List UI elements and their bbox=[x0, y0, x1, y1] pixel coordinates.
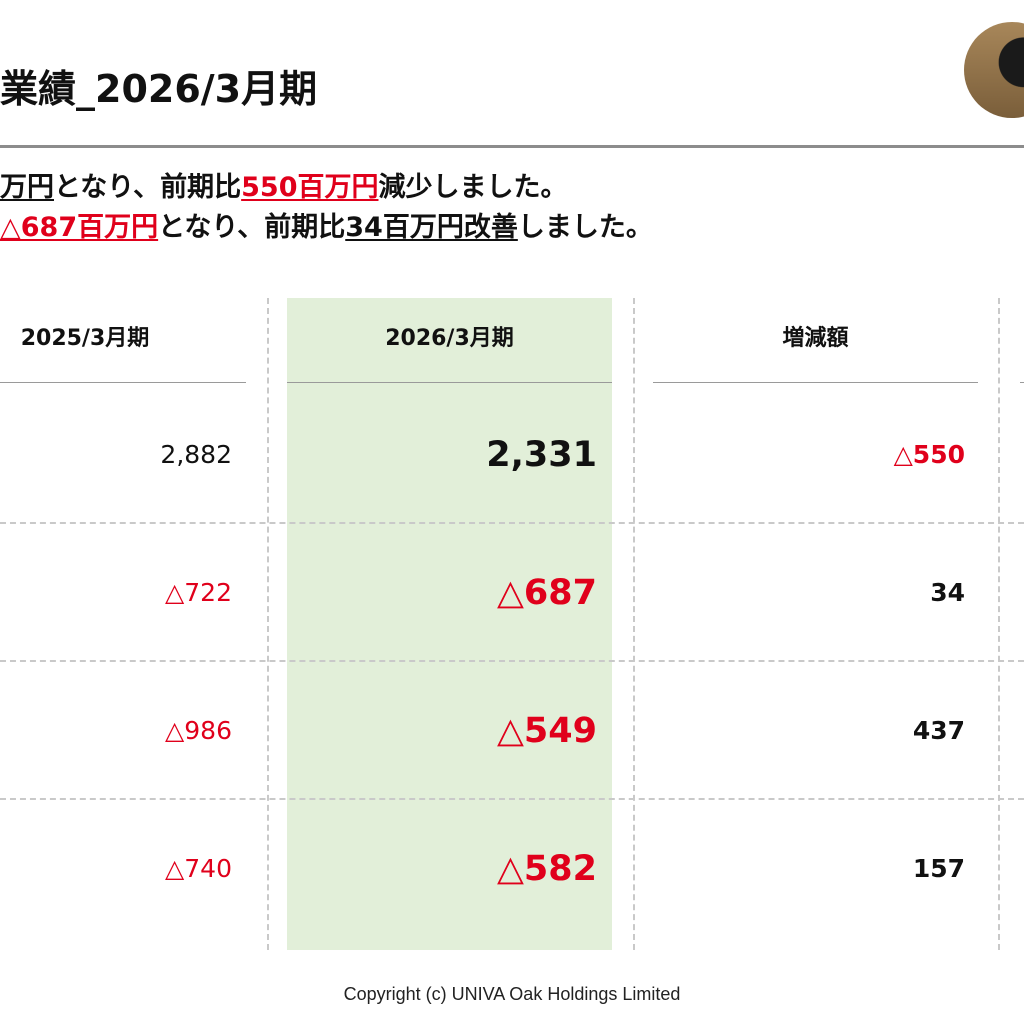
row-divider bbox=[0, 798, 1024, 800]
row-divider bbox=[0, 522, 1024, 524]
table-cell-diff: 157 bbox=[912, 854, 965, 883]
column-header-curr: 2026/3月期 bbox=[385, 326, 514, 351]
table-cell-prev: △986 bbox=[165, 716, 232, 745]
table-cell-prev: 2,882 bbox=[160, 440, 232, 469]
summary-line-1-part-1: 万円 bbox=[0, 172, 54, 203]
summary-line-2-part-1: △687百万円 bbox=[0, 212, 159, 243]
column-header-prev: 2025/3月期 bbox=[20, 326, 150, 351]
row-divider bbox=[0, 660, 1024, 662]
table-cell-diff: △550 bbox=[893, 440, 965, 469]
column-header-diff: 増減額 bbox=[782, 326, 849, 351]
summary-line-1-part-3: 550百万円 bbox=[241, 172, 379, 203]
column-divider bbox=[633, 298, 635, 950]
table-cell-curr: △549 bbox=[497, 711, 597, 751]
column-divider bbox=[998, 298, 1000, 950]
summary-line-1: 万円となり、前期比550百万円減少しました。 bbox=[0, 168, 653, 208]
company-logo bbox=[964, 22, 1024, 118]
table-cell-prev: △740 bbox=[165, 854, 232, 883]
page-title: 業績_2026/3月期 bbox=[0, 67, 318, 111]
table-cell-curr: △582 bbox=[497, 849, 597, 889]
summary-line-2-part-4: しました。 bbox=[517, 212, 653, 243]
summary-line-2: △687百万円となり、前期比34百万円改善しました。 bbox=[0, 208, 653, 248]
summary-line-1-part-4: 減少しました。 bbox=[378, 172, 568, 203]
column-divider bbox=[267, 298, 269, 950]
header-underline bbox=[1020, 382, 1024, 383]
summary-line-2-part-3: 34百万円改善 bbox=[345, 212, 518, 243]
current-period-highlight bbox=[287, 298, 612, 950]
summary-line-1-part-2: となり、前期比 bbox=[54, 172, 242, 203]
table-cell-curr: △687 bbox=[497, 573, 597, 613]
header-underline bbox=[0, 382, 246, 383]
title-divider bbox=[0, 145, 1024, 148]
copyright-footer: Copyright (c) UNIVA Oak Holdings Limited bbox=[343, 984, 681, 1004]
table-cell-prev: △722 bbox=[165, 578, 232, 607]
table-cell-diff: 437 bbox=[912, 716, 965, 745]
table-cell-diff: 34 bbox=[930, 578, 965, 607]
table-cell-curr: 2,331 bbox=[486, 435, 597, 475]
summary-text: 万円となり、前期比550百万円減少しました。 △687百万円となり、前期比34百… bbox=[0, 168, 653, 248]
summary-line-2-part-2: となり、前期比 bbox=[158, 212, 346, 243]
header-underline bbox=[653, 382, 978, 383]
header-underline bbox=[287, 382, 612, 383]
